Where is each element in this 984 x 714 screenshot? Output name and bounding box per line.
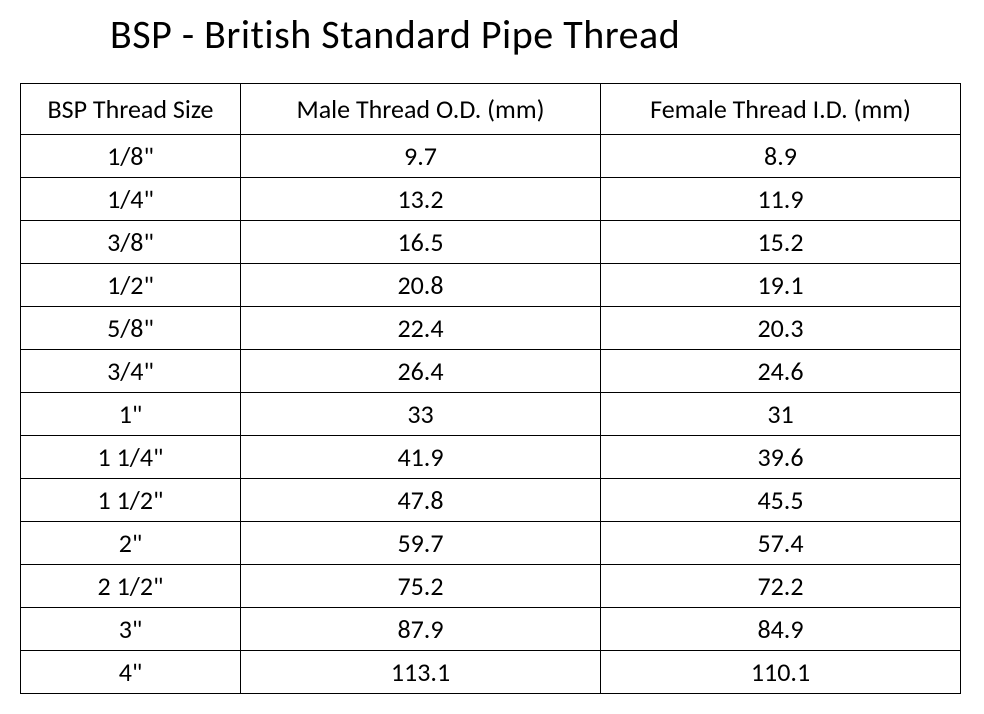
table-row: 3/8" 16.5 15.2	[21, 221, 961, 264]
cell-size: 1/8"	[21, 135, 241, 178]
cell-male: 16.5	[241, 221, 601, 264]
table-row: 1 1/4" 41.9 39.6	[21, 436, 961, 479]
table-row: 1 1/2" 47.8 45.5	[21, 479, 961, 522]
cell-size: 3"	[21, 608, 241, 651]
cell-size: 1 1/2"	[21, 479, 241, 522]
cell-male: 75.2	[241, 565, 601, 608]
cell-male: 87.9	[241, 608, 601, 651]
table-row: 1/8" 9.7 8.9	[21, 135, 961, 178]
table-row: 3" 87.9 84.9	[21, 608, 961, 651]
col-header-size: BSP Thread Size	[21, 84, 241, 135]
table-row: 1" 33 31	[21, 393, 961, 436]
cell-female: 110.1	[601, 651, 961, 694]
cell-size: 2 1/2"	[21, 565, 241, 608]
table-row: 3/4" 26.4 24.6	[21, 350, 961, 393]
cell-size: 1/4"	[21, 178, 241, 221]
cell-size: 5/8"	[21, 307, 241, 350]
cell-female: 72.2	[601, 565, 961, 608]
cell-male: 22.4	[241, 307, 601, 350]
cell-female: 57.4	[601, 522, 961, 565]
cell-male: 59.7	[241, 522, 601, 565]
table-row: 2 1/2" 75.2 72.2	[21, 565, 961, 608]
cell-male: 20.8	[241, 264, 601, 307]
table-row: 4" 113.1 110.1	[21, 651, 961, 694]
cell-male: 47.8	[241, 479, 601, 522]
cell-male: 9.7	[241, 135, 601, 178]
cell-female: 19.1	[601, 264, 961, 307]
col-header-male: Male Thread O.D. (mm)	[241, 84, 601, 135]
cell-female: 20.3	[601, 307, 961, 350]
cell-size: 3/4"	[21, 350, 241, 393]
cell-male: 113.1	[241, 651, 601, 694]
cell-size: 1 1/4"	[21, 436, 241, 479]
cell-male: 41.9	[241, 436, 601, 479]
cell-female: 24.6	[601, 350, 961, 393]
cell-male: 13.2	[241, 178, 601, 221]
table-row: 1/2" 20.8 19.1	[21, 264, 961, 307]
cell-female: 11.9	[601, 178, 961, 221]
cell-male: 33	[241, 393, 601, 436]
cell-size: 4"	[21, 651, 241, 694]
cell-female: 8.9	[601, 135, 961, 178]
cell-size: 2"	[21, 522, 241, 565]
cell-female: 45.5	[601, 479, 961, 522]
table-row: 1/4" 13.2 11.9	[21, 178, 961, 221]
table-row: 2" 59.7 57.4	[21, 522, 961, 565]
cell-female: 39.6	[601, 436, 961, 479]
cell-female: 15.2	[601, 221, 961, 264]
cell-male: 26.4	[241, 350, 601, 393]
page-container: BSP - British Standard Pipe Thread BSP T…	[0, 0, 984, 714]
cell-female: 84.9	[601, 608, 961, 651]
page-title: BSP - British Standard Pipe Thread	[20, 10, 964, 59]
cell-female: 31	[601, 393, 961, 436]
table-header-row: BSP Thread Size Male Thread O.D. (mm) Fe…	[21, 84, 961, 135]
table-body: 1/8" 9.7 8.9 1/4" 13.2 11.9 3/8" 16.5 15…	[21, 135, 961, 694]
cell-size: 1"	[21, 393, 241, 436]
col-header-female: Female Thread I.D. (mm)	[601, 84, 961, 135]
bsp-thread-table: BSP Thread Size Male Thread O.D. (mm) Fe…	[20, 83, 961, 694]
cell-size: 1/2"	[21, 264, 241, 307]
table-row: 5/8" 22.4 20.3	[21, 307, 961, 350]
cell-size: 3/8"	[21, 221, 241, 264]
